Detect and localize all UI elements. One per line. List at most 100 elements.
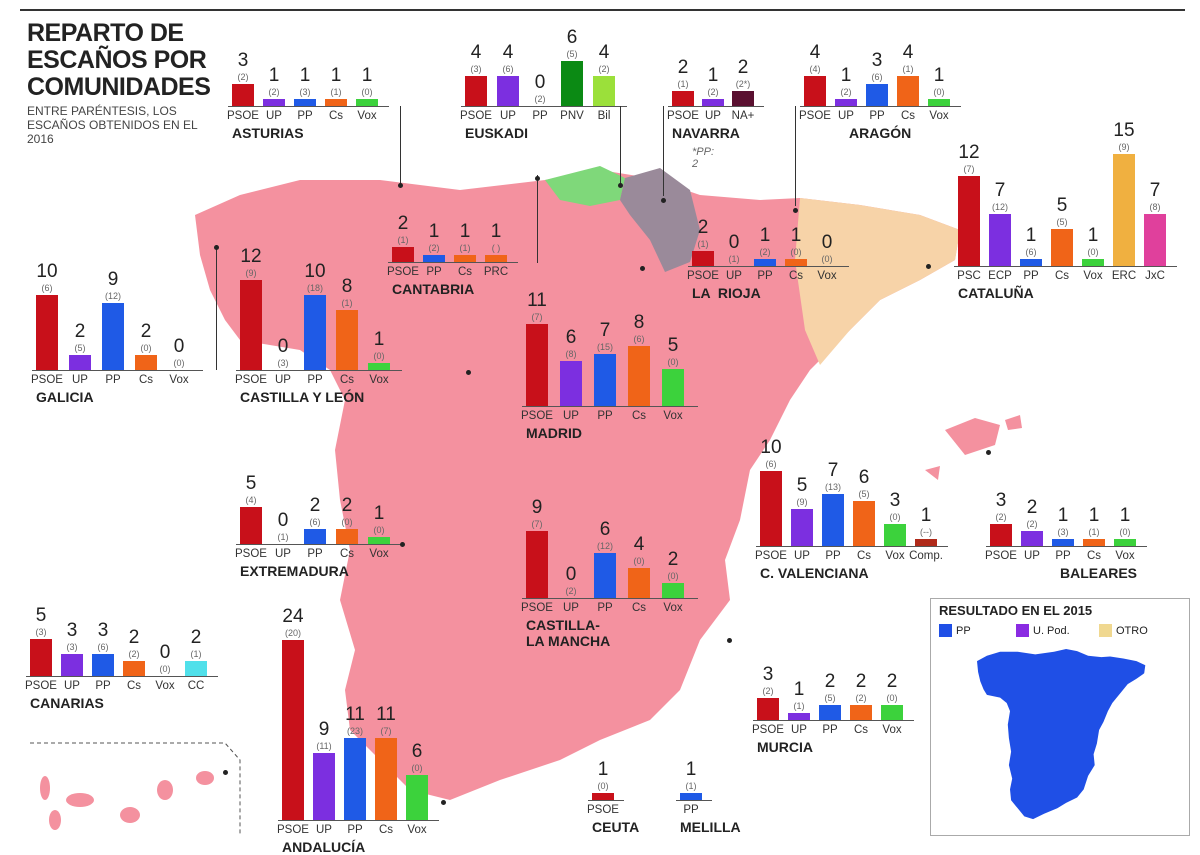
chart-baseline xyxy=(236,544,402,545)
seat-value: 7 xyxy=(827,459,839,481)
legend-item-pp: PP xyxy=(939,624,971,637)
party-label: Bil xyxy=(597,110,611,122)
legend-label: PP xyxy=(956,624,971,637)
bar-pp xyxy=(680,792,702,800)
seat-value: 11 xyxy=(527,289,547,311)
chart-baseline xyxy=(954,266,1177,267)
seat-value-2016: (3) xyxy=(35,626,47,637)
party-label: PSOE xyxy=(755,550,787,562)
location-dot xyxy=(441,800,446,805)
party-label: ECP xyxy=(988,270,1012,282)
party-label: PSOE xyxy=(227,110,259,122)
bar-psoe xyxy=(526,323,548,406)
party-label: PP xyxy=(347,824,363,836)
bar-up xyxy=(61,653,83,676)
bar-cs xyxy=(1083,538,1105,546)
seat-value: 4 xyxy=(902,42,914,63)
seat-value-2016: (4) xyxy=(245,494,257,505)
location-dot xyxy=(535,176,540,181)
party-label: Vox xyxy=(663,602,683,614)
bar-group-na: 2 (2*) xyxy=(732,58,754,106)
party-label: PP xyxy=(597,410,613,422)
bar-vox xyxy=(406,775,428,820)
legend-label: U. Pod. xyxy=(1033,624,1070,637)
location-dot xyxy=(793,208,798,213)
bar-pp xyxy=(102,302,124,370)
seat-value: 5 xyxy=(245,472,257,494)
bar-cs xyxy=(628,346,650,406)
seat-value-2016: (5) xyxy=(858,489,870,499)
party-label: PP xyxy=(95,680,111,692)
bar-cs xyxy=(1051,228,1073,266)
party-label: UP xyxy=(563,410,579,422)
seat-value: 24 xyxy=(282,606,304,627)
bar-psoe xyxy=(526,530,548,598)
bar-group-cs: 1 (1) xyxy=(325,65,347,106)
party-label: PSOE xyxy=(985,550,1017,562)
party-label: Vox xyxy=(882,724,902,736)
bar-group-up: 1 (2) xyxy=(702,65,724,106)
bar-psoe xyxy=(392,247,414,262)
party-label: UP xyxy=(275,374,291,386)
bar-vox xyxy=(356,98,378,106)
seat-value-2016: (1) xyxy=(728,254,740,264)
party-label: UP xyxy=(705,110,721,122)
seat-value-2016: (2) xyxy=(762,685,774,696)
bar-group-cs: 1 (1) xyxy=(1083,505,1105,546)
legend-swatch xyxy=(939,624,952,637)
seat-value: 1 xyxy=(373,328,385,350)
bar-pp xyxy=(1020,258,1042,266)
party-label: PP xyxy=(297,110,313,122)
bar-group-pp: 9 (12) xyxy=(102,269,124,370)
bar-group-cc: 2 (1) xyxy=(185,628,207,676)
bar-group-pp: 1 (2) xyxy=(754,225,776,266)
bar-psoe xyxy=(757,697,779,720)
party-label: Vox xyxy=(1115,550,1135,562)
seat-value: 7 xyxy=(599,319,611,341)
bar-psoe xyxy=(592,792,614,800)
seat-value-2016: (18) xyxy=(306,283,323,293)
chart-baseline xyxy=(388,262,518,263)
map-baleares xyxy=(925,415,1022,480)
seat-value-2016: (6) xyxy=(633,334,645,344)
region-name: GALICIA xyxy=(36,389,94,405)
seat-value-2016: (1) xyxy=(677,79,689,89)
party-label: Vox xyxy=(155,680,175,692)
bar-group-pp: 3 (6) xyxy=(92,620,114,676)
region-name: CANTABRIA xyxy=(392,281,475,297)
seat-value-2016: (0) xyxy=(361,86,373,97)
seat-value: 1 xyxy=(373,502,385,524)
chart-baseline xyxy=(800,106,961,107)
party-label: PP xyxy=(307,374,323,386)
bar-group-erc: 15 (9) xyxy=(1113,120,1135,266)
canarias-frame xyxy=(30,742,241,835)
seat-value: 1 xyxy=(685,758,697,780)
party-label: UP xyxy=(266,110,282,122)
legend-swatch xyxy=(1016,624,1029,637)
bar-group-psoe: 10 (6) xyxy=(36,262,58,370)
seat-value-2016: (1) xyxy=(330,86,342,97)
bar-group-vox: 2 (0) xyxy=(881,672,903,720)
party-label: Cs xyxy=(378,824,394,836)
party-label: Vox xyxy=(407,824,427,836)
seat-value: 9 xyxy=(318,718,330,740)
party-label: UP xyxy=(726,270,742,282)
party-label: PSOE xyxy=(521,602,553,614)
bar-pp xyxy=(866,83,888,106)
region-name: LA RIOJA xyxy=(692,285,761,301)
bar-up xyxy=(791,508,813,546)
party-label: Cs xyxy=(339,374,355,386)
seat-value: 4 xyxy=(598,42,610,63)
seat-value: 3 xyxy=(871,49,883,71)
bar-vox xyxy=(928,98,950,106)
seat-value: 1 xyxy=(330,64,342,86)
bar-comp xyxy=(915,538,937,546)
bar-psoe xyxy=(232,83,254,106)
party-label: Cs xyxy=(1054,270,1070,282)
legend-label: OTRO xyxy=(1116,624,1148,637)
seat-value-2016: (5) xyxy=(74,343,86,353)
party-label: PNV xyxy=(560,110,584,122)
seat-value: 1 xyxy=(299,64,311,86)
seat-value-2016: (9) xyxy=(1118,141,1130,152)
